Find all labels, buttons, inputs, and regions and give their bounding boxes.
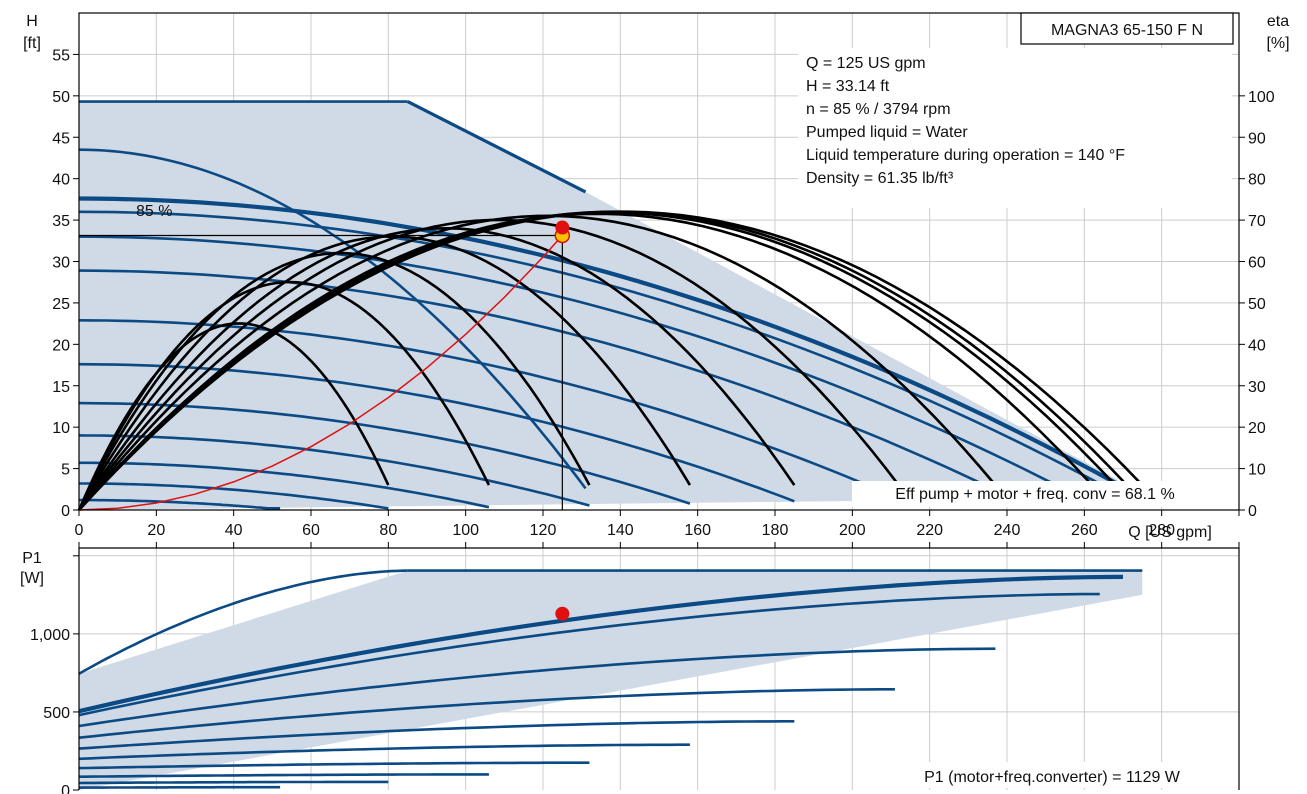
info-line: n = 85 % / 3794 rpm: [806, 101, 951, 118]
efficiency-curve: [77, 214, 997, 511]
power-axis-label: P1: [22, 550, 42, 567]
y-tick-label: 25: [52, 296, 70, 313]
power-readout: P1 (motor+freq.converter) = 1129 W: [924, 769, 1181, 786]
efficiency-readout: Eff pump + motor + freq. conv = 68.1 %: [895, 486, 1174, 503]
power-curve: [78, 688, 895, 739]
y2-tick-label: 80: [1248, 172, 1266, 189]
system-curve: [78, 234, 563, 511]
duty-point-power: [555, 606, 570, 621]
power-curve: [78, 785, 281, 789]
x-tick-label: 60: [302, 522, 320, 539]
efficiency-curve: [77, 226, 796, 511]
x-tick-label: 160: [684, 522, 711, 539]
y2-tick-label: 70: [1248, 213, 1266, 230]
y-tick-label: 10: [52, 420, 70, 437]
duty-point-efficiency: [555, 220, 570, 235]
x-tick-label: 260: [1071, 522, 1098, 539]
y2-tick-label: 20: [1248, 420, 1266, 437]
power-frame: [78, 547, 1240, 790]
head-curve: [78, 210, 1116, 494]
head-curve: [79, 482, 389, 510]
power-curve: [78, 720, 795, 750]
y-tick-label: 0: [61, 503, 70, 520]
y2-tick-label: 30: [1248, 379, 1266, 396]
y-tick-label: 55: [52, 47, 70, 64]
y-axis-unit: [ft]: [23, 35, 41, 52]
y2-axis-unit: [%]: [1266, 35, 1289, 52]
y-tick-label: 20: [52, 337, 70, 354]
y-tick-label: 30: [52, 255, 70, 272]
x-tick-label: 200: [839, 522, 866, 539]
chart-title: MAGNA3 65-150 F N: [1051, 22, 1203, 39]
power-curve: [78, 647, 996, 728]
x-tick-label: 280: [1148, 522, 1175, 539]
y-tick-label: 45: [52, 130, 70, 147]
chart-text-layer: H [ft] eta [%] Q [US gpm] 85 % Eff pump …: [20, 13, 1290, 786]
y2-axis-label: eta: [1267, 13, 1289, 30]
x-tick-label: 220: [916, 522, 943, 539]
x-axis-label: Q [US gpm]: [1128, 524, 1212, 541]
head-curve: [78, 196, 1132, 494]
head-curve: [78, 319, 900, 500]
y2-tick-label: 90: [1248, 130, 1266, 147]
y-tick-label: 5: [61, 462, 70, 479]
speed-label: 85 %: [136, 203, 172, 220]
y2-tick-label: 40: [1248, 337, 1266, 354]
y-tick-label: 50: [52, 89, 70, 106]
x-tick-label: 40: [225, 522, 243, 539]
head-curve: [78, 148, 587, 490]
power-panel: 0 500 1,000: [30, 542, 1240, 794]
power-curve: [78, 743, 690, 761]
y-axis-label: H: [26, 13, 38, 30]
power-curve: [78, 592, 1100, 717]
x-tick-label: 140: [607, 522, 634, 539]
y-tick-label: 500: [43, 705, 70, 722]
max-head-curve: [406, 100, 587, 194]
x-tick-label: 100: [452, 522, 479, 539]
efficiency-curve: [78, 210, 1144, 511]
info-line: Pumped liquid = Water: [806, 124, 968, 141]
head-curve: [78, 434, 590, 507]
y-tick-label: 15: [52, 379, 70, 396]
power-readout-bg: [868, 762, 1224, 788]
head-curve: [79, 498, 281, 510]
x-tick-label: 20: [147, 522, 165, 539]
title-box: [1020, 12, 1234, 45]
power-curve: [78, 574, 1124, 714]
x-tick-label: 240: [994, 522, 1021, 539]
y2-tick-label: 10: [1248, 462, 1266, 479]
power-curve: [78, 761, 590, 770]
info-line: H = 33.14 ft: [806, 78, 890, 95]
head-curve: [79, 461, 490, 509]
power-curve: [79, 773, 489, 778]
x-tick-label: 80: [379, 522, 397, 539]
info-box: [798, 48, 1232, 208]
x-tick-label: 0: [75, 522, 84, 539]
power-curve: [78, 780, 389, 785]
power-curve: [78, 569, 408, 675]
efficiency-readout-bg: [852, 481, 1222, 507]
info-line: Density = 61.35 lb/ft³: [806, 170, 954, 187]
y-tick-label: 35: [52, 213, 70, 230]
power-operating-area: [79, 570, 1143, 790]
head-panel: 0 20 40 60 80 100 120 140 160 180 200 220 240 260 2800…: [52, 12, 1275, 539]
power-axis-unit: [W]: [20, 570, 44, 587]
x-tick-label: 120: [530, 522, 557, 539]
y-tick-label: 40: [52, 172, 70, 189]
info-line: Q = 125 US gpm: [806, 55, 926, 72]
y2-tick-label: 100: [1248, 89, 1275, 106]
head-curve: [78, 235, 1074, 495]
y-tick-label: 0: [61, 783, 70, 794]
y-tick-label: 1,000: [30, 627, 70, 644]
y2-tick-label: 50: [1248, 296, 1266, 313]
y2-tick-label: 0: [1248, 503, 1257, 520]
info-line: Liquid temperature during operation = 14…: [806, 147, 1125, 164]
y2-tick-label: 60: [1248, 255, 1266, 272]
x-tick-label: 180: [762, 522, 789, 539]
